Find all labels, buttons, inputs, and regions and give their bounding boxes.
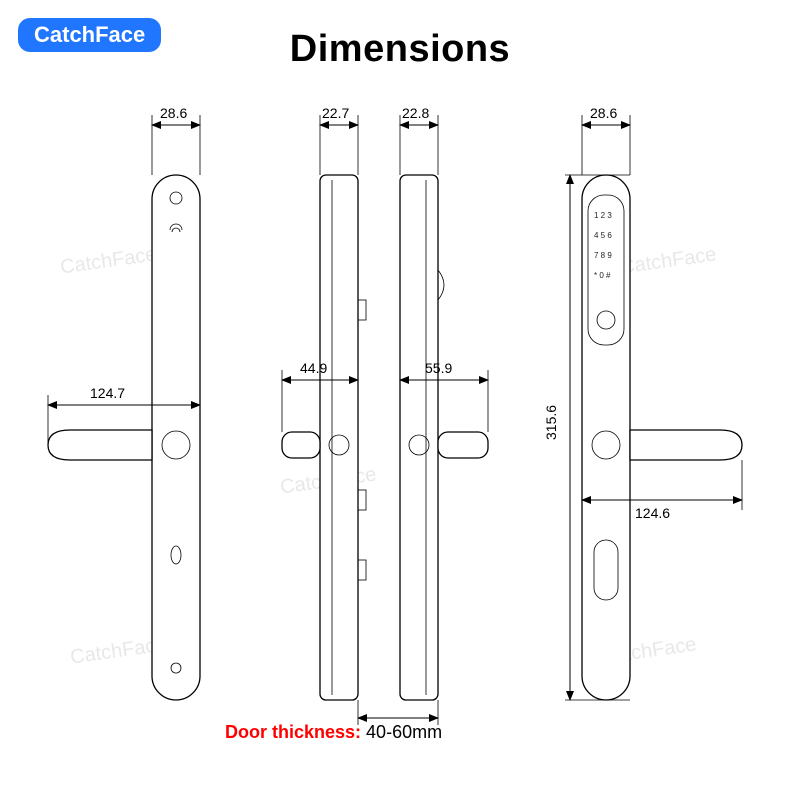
view-front-keypad: 1 2 3 4 5 6 7 8 9 * 0 # 28.6 124.6 315.6: [543, 105, 742, 700]
dim-view2-width: 22.7: [322, 105, 349, 121]
view-side-left: 22.7 44.9: [282, 105, 366, 700]
dim-view3-width: 22.8: [402, 105, 429, 121]
dim-view1-handle: 124.7: [90, 385, 125, 401]
door-thickness-note: Door thickness: 40-60mm: [225, 722, 442, 743]
dim-view4-width: 28.6: [590, 105, 617, 121]
dimension-drawing: 28.6 124.7 22.7 44.9: [0, 0, 800, 800]
door-thickness-value: 40-60mm: [366, 722, 442, 742]
view-side-right: 22.8 55.9: [358, 105, 488, 725]
dim-view2-handle: 44.9: [300, 360, 327, 376]
svg-text:* 0 #: * 0 #: [594, 271, 611, 280]
svg-text:7 8 9: 7 8 9: [594, 251, 612, 260]
dim-view4-handle: 124.6: [635, 505, 670, 521]
view-front-left: 28.6 124.7: [48, 105, 200, 700]
svg-text:1 2 3: 1 2 3: [594, 211, 612, 220]
dim-view1-width: 28.6: [160, 105, 187, 121]
door-thickness-label: Door thickness:: [225, 722, 361, 742]
svg-text:4 5 6: 4 5 6: [594, 231, 612, 240]
dim-view3-handle: 55.9: [425, 360, 452, 376]
dim-height: 315.6: [543, 405, 559, 440]
